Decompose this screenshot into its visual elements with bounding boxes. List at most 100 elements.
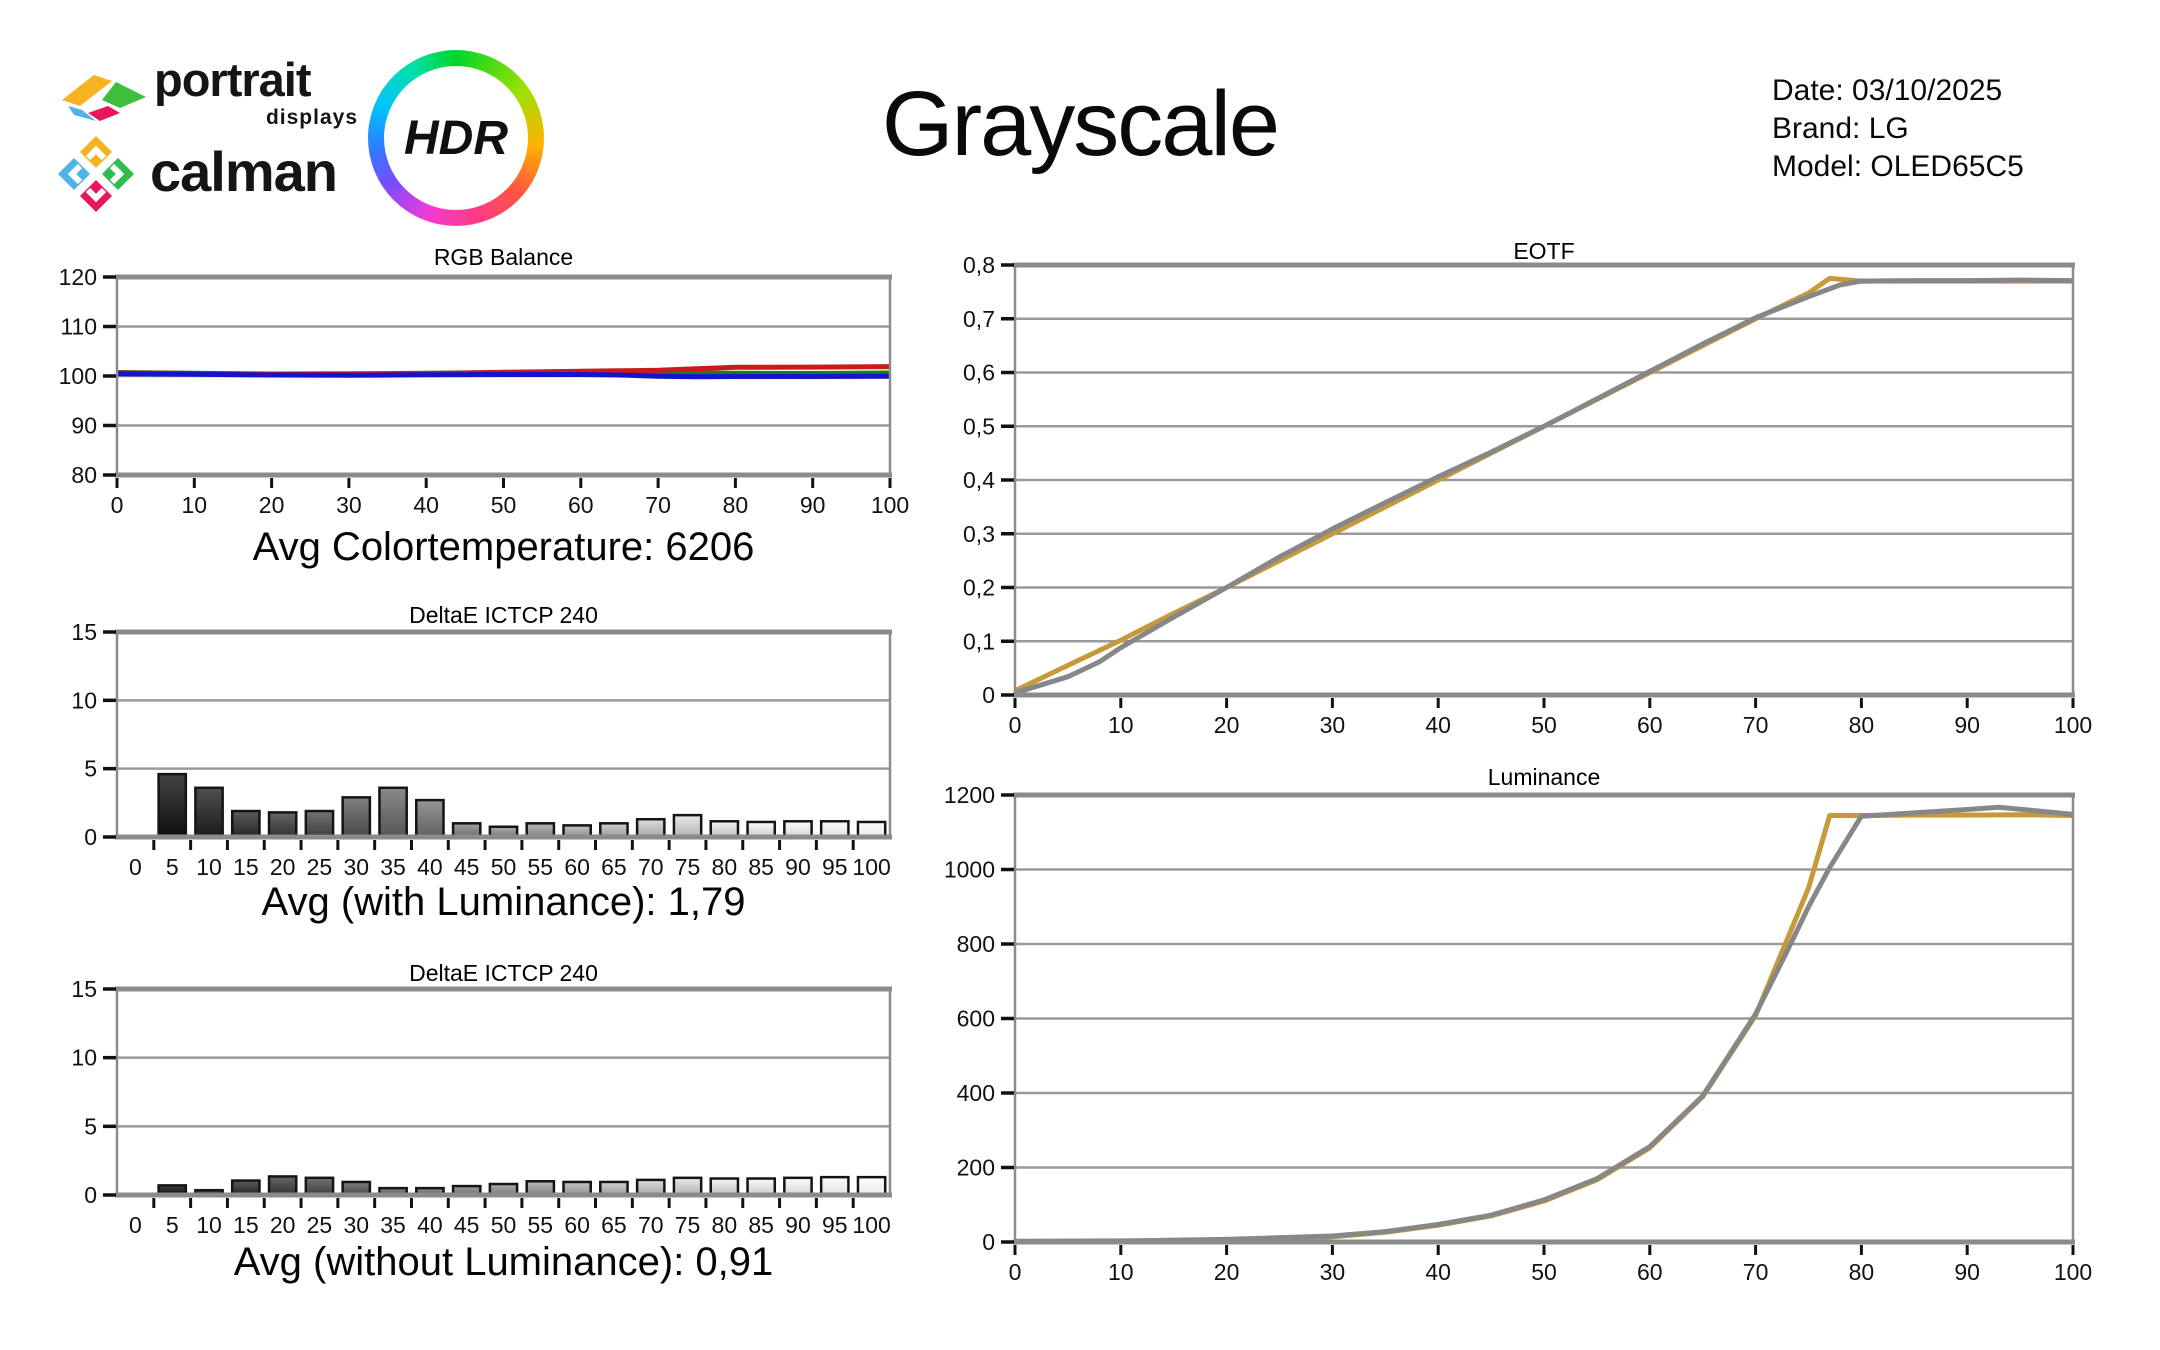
- svg-text:80: 80: [71, 462, 97, 488]
- svg-text:0: 0: [1009, 1259, 1022, 1285]
- svg-text:60: 60: [1637, 712, 1663, 738]
- svg-text:75: 75: [675, 1212, 701, 1238]
- svg-text:5: 5: [84, 1113, 97, 1139]
- svg-text:0,3: 0,3: [963, 521, 995, 547]
- svg-text:35: 35: [380, 854, 406, 880]
- svg-text:15: 15: [233, 854, 259, 880]
- svg-text:20: 20: [259, 492, 285, 518]
- svg-text:90: 90: [785, 1212, 811, 1238]
- svg-text:10: 10: [71, 1045, 97, 1071]
- svg-text:200: 200: [957, 1155, 995, 1181]
- svg-text:90: 90: [71, 413, 97, 439]
- deltae-without-luminance-chart: 0 5 10 15 0 5 10 15 20 25 30 35 40 45 50 55 60 65 70 75 80 85…: [71, 976, 892, 1238]
- svg-text:70: 70: [1743, 712, 1769, 738]
- meta-date: Date: 03/10/2025: [1772, 74, 2003, 107]
- svg-text:30: 30: [1320, 1259, 1346, 1285]
- eotf-title: EOTF: [1513, 238, 1575, 264]
- portrait-logo-text: portrait: [154, 53, 311, 106]
- luminance-chart: 0 200 400 600 800 1000 1200 0 10 20 30 40 50 60 70 80 90…: [944, 782, 2092, 1285]
- avg-colortemperature-caption: Avg Colortemperature: 6206: [252, 525, 755, 569]
- svg-text:65: 65: [601, 854, 627, 880]
- svg-text:55: 55: [528, 854, 554, 880]
- svg-text:85: 85: [748, 1212, 774, 1238]
- avg-without-luminance-caption: Avg (without Luminance): 0,91: [233, 1240, 774, 1284]
- svg-text:0,8: 0,8: [963, 252, 995, 278]
- svg-text:65: 65: [601, 1212, 627, 1238]
- portrait-logo-subtext: displays: [265, 106, 358, 129]
- svg-text:60: 60: [568, 492, 594, 518]
- svg-text:45: 45: [454, 854, 480, 880]
- svg-text:80: 80: [723, 492, 749, 518]
- svg-text:600: 600: [957, 1006, 995, 1032]
- svg-text:0,4: 0,4: [963, 467, 995, 493]
- svg-text:100: 100: [59, 363, 97, 389]
- svg-text:40: 40: [417, 1212, 443, 1238]
- svg-text:0,2: 0,2: [963, 575, 995, 601]
- svg-text:80: 80: [712, 1212, 738, 1238]
- svg-text:30: 30: [343, 1212, 369, 1238]
- svg-text:40: 40: [1425, 712, 1451, 738]
- svg-text:10: 10: [71, 687, 97, 713]
- svg-text:10: 10: [1108, 1259, 1134, 1285]
- svg-text:35: 35: [380, 1212, 406, 1238]
- svg-text:10: 10: [196, 1212, 222, 1238]
- svg-text:400: 400: [957, 1080, 995, 1106]
- svg-text:120: 120: [59, 264, 97, 290]
- svg-text:40: 40: [1425, 1259, 1451, 1285]
- svg-text:0,7: 0,7: [963, 306, 995, 332]
- svg-text:20: 20: [270, 1212, 296, 1238]
- svg-text:100: 100: [852, 1212, 890, 1238]
- svg-text:0: 0: [111, 492, 124, 518]
- deltae-with-luminance-title: DeltaE ICTCP 240: [409, 602, 598, 628]
- svg-text:0,5: 0,5: [963, 413, 995, 439]
- svg-text:100: 100: [871, 492, 909, 518]
- svg-text:0: 0: [84, 824, 97, 850]
- svg-text:0: 0: [1009, 712, 1022, 738]
- svg-text:90: 90: [1954, 712, 1980, 738]
- svg-text:90: 90: [1954, 1259, 1980, 1285]
- svg-text:800: 800: [957, 931, 995, 957]
- svg-text:1000: 1000: [944, 857, 995, 883]
- svg-text:20: 20: [270, 854, 296, 880]
- svg-text:60: 60: [564, 854, 590, 880]
- portrait-logo-icon: [62, 75, 146, 121]
- svg-text:70: 70: [638, 854, 664, 880]
- svg-text:20: 20: [1214, 712, 1240, 738]
- hdr-badge-inner: HDR: [384, 66, 528, 210]
- svg-text:110: 110: [60, 314, 97, 340]
- hdr-badge-icon: HDR: [368, 50, 544, 226]
- svg-text:50: 50: [491, 492, 517, 518]
- svg-text:0,6: 0,6: [963, 360, 995, 386]
- svg-text:80: 80: [1849, 1259, 1875, 1285]
- svg-text:0,1: 0,1: [963, 628, 995, 654]
- rgb-balance-title: RGB Balance: [433, 244, 574, 270]
- svg-text:50: 50: [1531, 712, 1557, 738]
- svg-text:25: 25: [307, 1212, 333, 1238]
- svg-text:70: 70: [645, 492, 671, 518]
- hdr-badge-label: HDR: [404, 111, 508, 165]
- page-title: Grayscale: [881, 73, 1280, 175]
- svg-text:70: 70: [638, 1212, 664, 1238]
- svg-text:85: 85: [748, 854, 774, 880]
- report-meta: Date: 03/10/2025 Brand: LG Model: OLED65…: [1772, 72, 2152, 186]
- svg-text:30: 30: [336, 492, 362, 518]
- svg-text:100: 100: [2054, 712, 2092, 738]
- portrait-displays-logo: portrait displays: [58, 48, 368, 138]
- svg-text:80: 80: [712, 854, 738, 880]
- eotf-chart: 0 0,1 0,2 0,3 0,4 0,5 0,6 0,7 0,8 0 10 20 30 40 50 60 70…: [963, 252, 2092, 738]
- svg-text:30: 30: [1320, 712, 1346, 738]
- svg-text:50: 50: [1531, 1259, 1557, 1285]
- rgb-balance-chart: 80 90 100 110 120 0 10 20 30 40 50 60 70 80 90 100: [59, 264, 910, 518]
- svg-text:5: 5: [166, 1212, 179, 1238]
- svg-text:45: 45: [454, 1212, 480, 1238]
- svg-text:95: 95: [822, 1212, 848, 1238]
- svg-text:15: 15: [71, 976, 97, 1002]
- svg-text:60: 60: [1637, 1259, 1663, 1285]
- svg-text:100: 100: [2054, 1259, 2092, 1285]
- meta-brand: Brand: LG: [1772, 112, 1909, 145]
- deltae-with-luminance-chart: 0 5 10 15 0 5 10 15 20 25 30 35 40 45 50 55 60 65 70 75 80 85…: [71, 619, 892, 880]
- svg-text:10: 10: [1108, 712, 1134, 738]
- svg-text:0: 0: [129, 1212, 142, 1238]
- calman-logo: calman: [54, 130, 374, 225]
- luminance-title: Luminance: [1487, 764, 1601, 790]
